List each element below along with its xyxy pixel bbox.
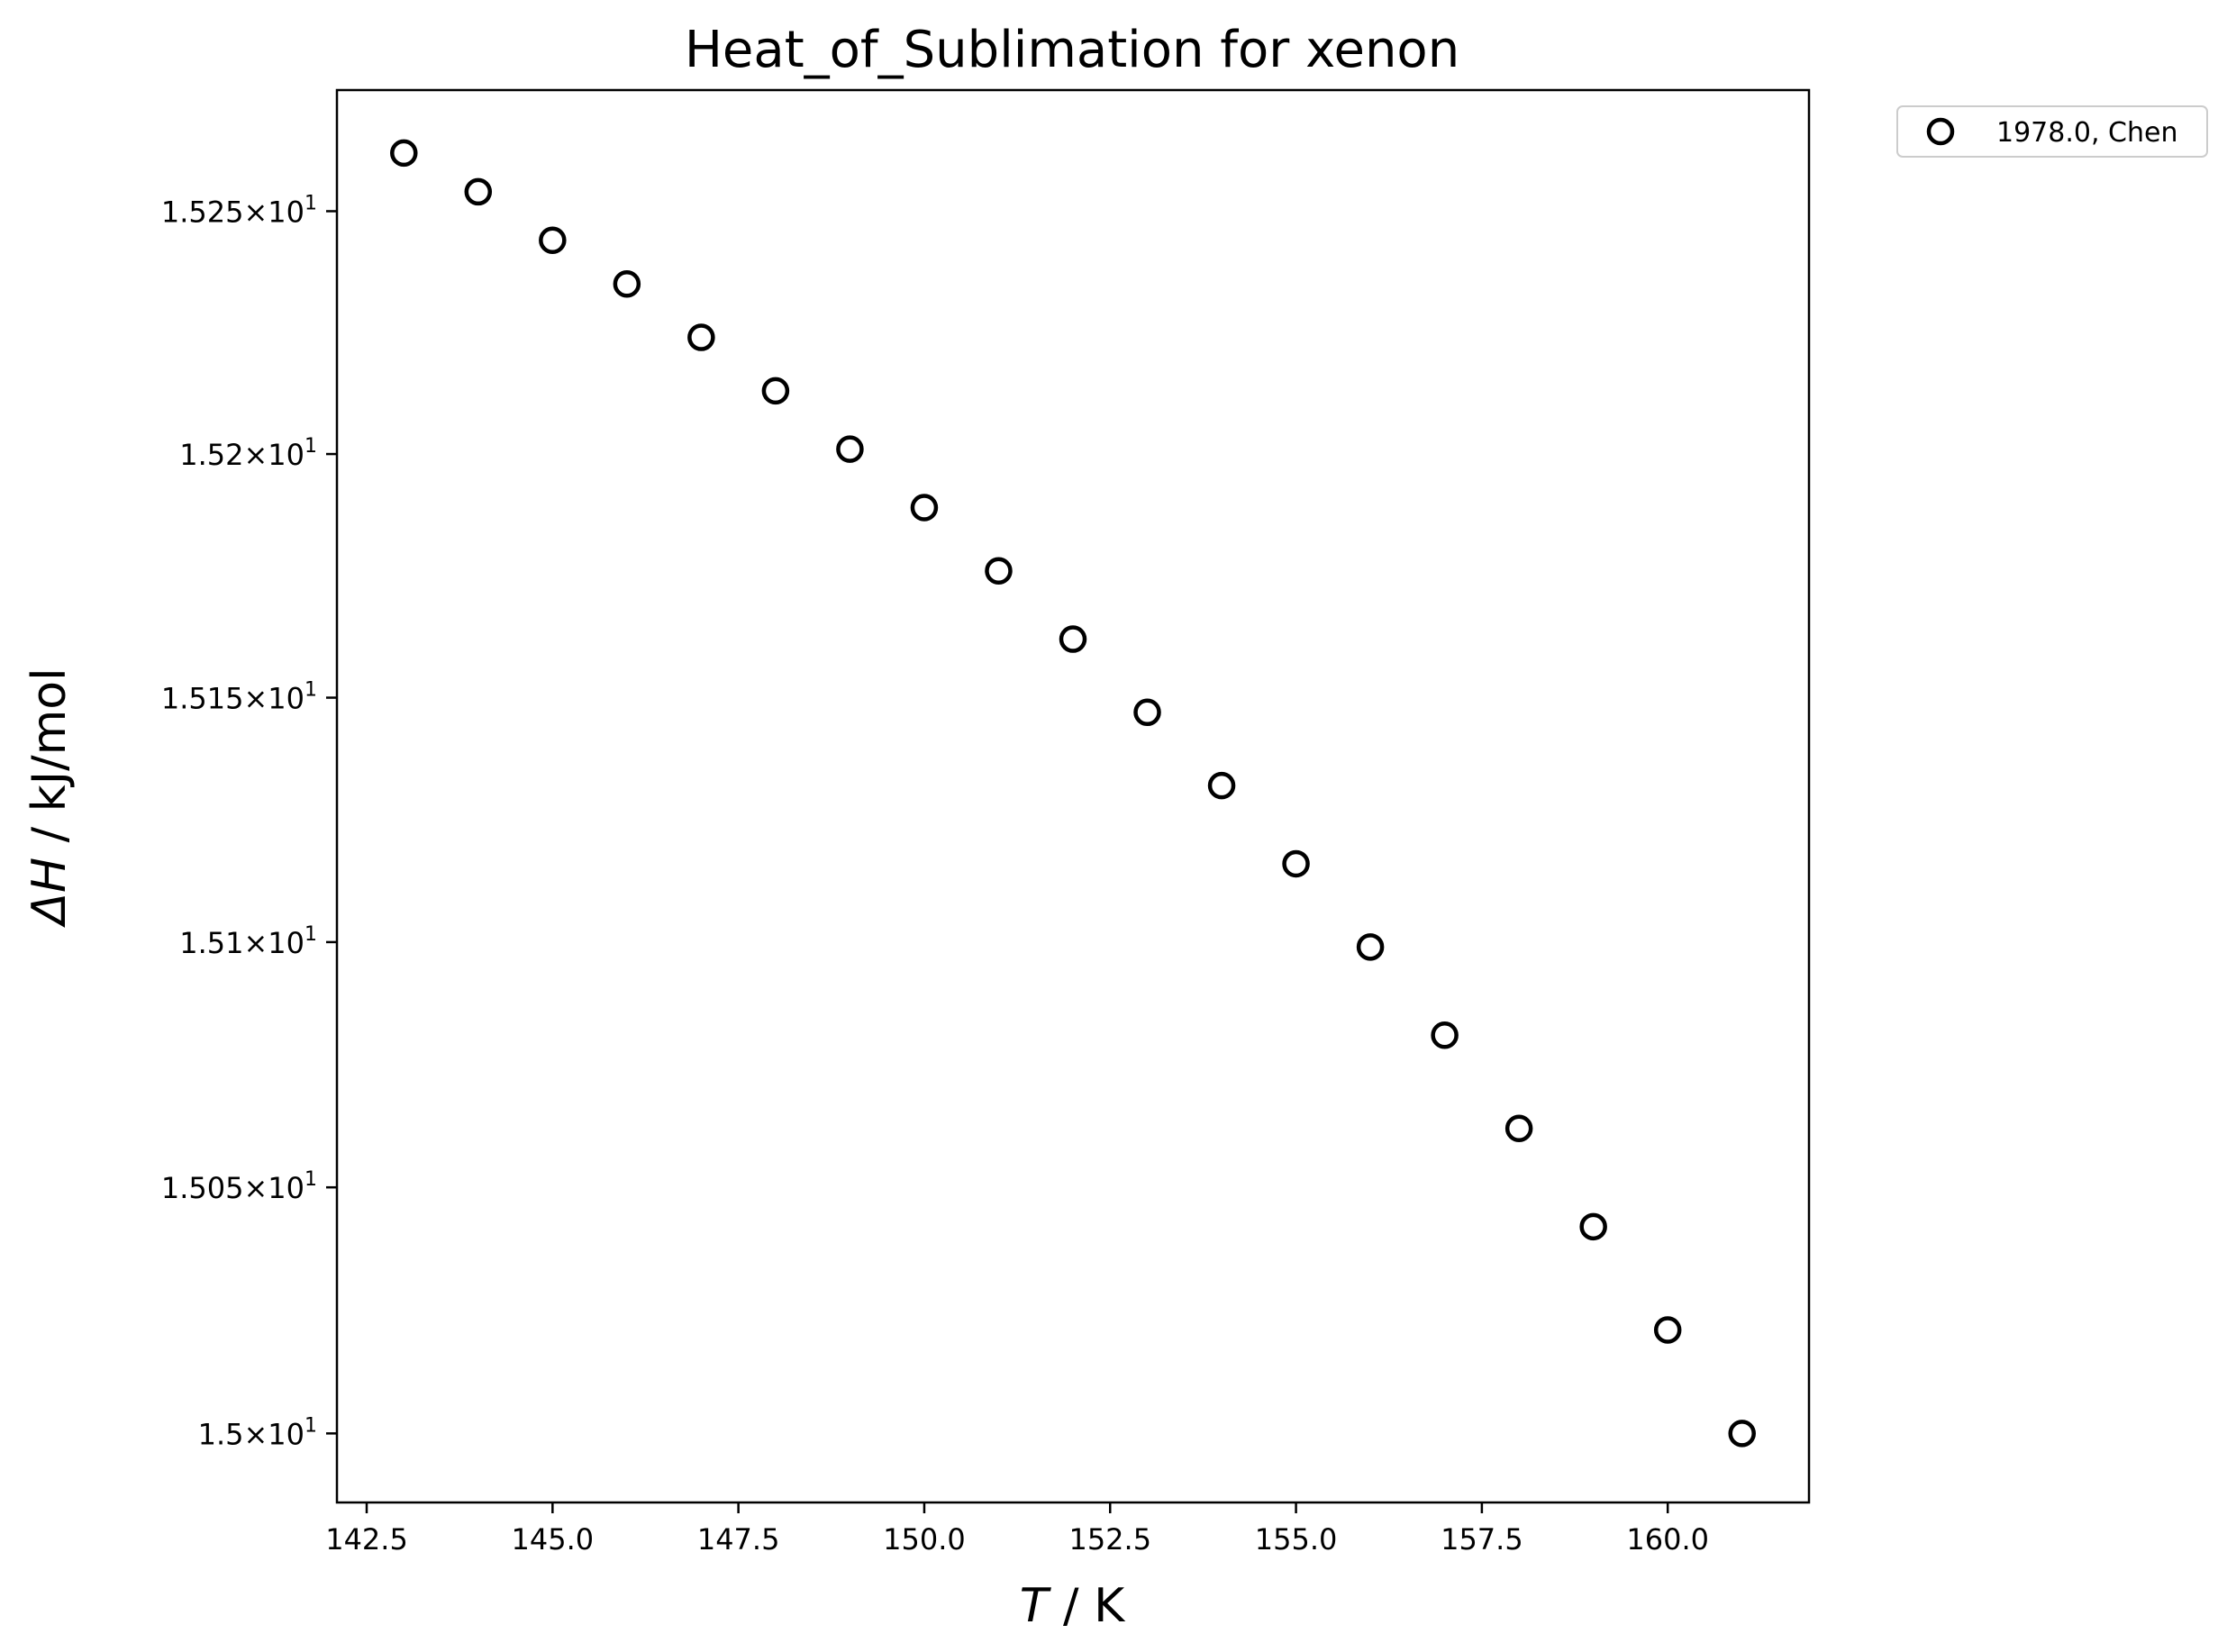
data-point bbox=[1504, 1114, 1533, 1142]
y-tick-times-ten: ×10 bbox=[243, 926, 305, 960]
y-tick-label: 1.5×101 bbox=[198, 1414, 317, 1451]
x-axis-title: T / K bbox=[1020, 1579, 1126, 1633]
data-points bbox=[390, 139, 1756, 1448]
data-point bbox=[836, 435, 864, 463]
x-tick-label: 150.0 bbox=[883, 1522, 966, 1557]
x-tick-label: 152.5 bbox=[1068, 1522, 1151, 1557]
data-point bbox=[613, 269, 641, 298]
data-point bbox=[1207, 771, 1236, 800]
y-tick-times-ten: ×10 bbox=[243, 195, 305, 229]
y-tick-exponent: 1 bbox=[305, 1414, 317, 1437]
x-tick-label: 160.0 bbox=[1626, 1522, 1709, 1557]
y-tick-mantissa: 1.52 bbox=[179, 438, 243, 472]
data-point bbox=[761, 377, 790, 405]
y-tick-mantissa: 1.51 bbox=[179, 926, 243, 960]
y-tick-exponent: 1 bbox=[305, 192, 317, 214]
data-point bbox=[985, 557, 1013, 585]
y-tick-label: 1.525×101 bbox=[161, 192, 317, 229]
y-tick-times-ten: ×10 bbox=[243, 438, 305, 472]
data-point bbox=[1059, 625, 1087, 653]
y-axis-ticks: 1.5×1011.505×1011.51×1011.515×1011.52×10… bbox=[161, 192, 337, 1451]
legend: 1978.0, Chen bbox=[1896, 105, 2208, 158]
legend-label: 1978.0, Chen bbox=[1996, 117, 2177, 149]
data-point bbox=[910, 494, 939, 522]
y-tick-times-ten: ×10 bbox=[243, 1417, 305, 1451]
y-tick-exponent: 1 bbox=[305, 679, 317, 702]
y-tick-times-ten: ×10 bbox=[243, 682, 305, 716]
y-tick-mantissa: 1.525 bbox=[161, 195, 244, 229]
plot-area-frame bbox=[335, 88, 1811, 1504]
y-tick-exponent: 1 bbox=[305, 923, 317, 946]
data-point bbox=[687, 323, 715, 351]
data-point bbox=[1282, 849, 1310, 878]
y-tick-exponent: 1 bbox=[305, 435, 317, 458]
x-axis-ticks: 142.5 145.0 147.5 150.0 152.5 155.0 157.5 160.0 bbox=[325, 1502, 1709, 1557]
data-point bbox=[1653, 1316, 1682, 1344]
data-point bbox=[539, 226, 567, 255]
y-tick-times-ten: ×10 bbox=[243, 1171, 305, 1205]
data-point bbox=[390, 139, 418, 168]
x-tick-label: 157.5 bbox=[1441, 1522, 1523, 1557]
data-point bbox=[1133, 698, 1161, 727]
y-tick-label: 1.52×101 bbox=[179, 435, 317, 472]
y-tick-label: 1.51×101 bbox=[179, 923, 317, 960]
x-tick-label: 155.0 bbox=[1255, 1522, 1338, 1557]
data-point bbox=[1728, 1420, 1756, 1448]
y-tick-exponent: 1 bbox=[305, 1168, 317, 1191]
legend-box bbox=[1896, 105, 2208, 158]
chart-title: Heat_of_Sublimation for xenon bbox=[685, 21, 1459, 79]
x-tick-label: 145.0 bbox=[512, 1522, 595, 1557]
legend-marker bbox=[1926, 117, 1955, 146]
y-tick-label: 1.515×101 bbox=[161, 679, 317, 716]
x-tick-label: 142.5 bbox=[325, 1522, 408, 1557]
data-point bbox=[1356, 933, 1385, 961]
y-tick-mantissa: 1.515 bbox=[161, 682, 244, 716]
y-tick-label: 1.505×101 bbox=[161, 1168, 317, 1205]
y-axis-title: ΔH / kJ/mol bbox=[23, 667, 77, 928]
data-point bbox=[464, 177, 493, 206]
data-point bbox=[1431, 1021, 1459, 1049]
x-tick-label: 147.5 bbox=[697, 1522, 780, 1557]
data-point bbox=[1579, 1212, 1607, 1241]
y-tick-mantissa: 1.5 bbox=[198, 1417, 244, 1451]
y-tick-mantissa: 1.505 bbox=[161, 1171, 244, 1205]
